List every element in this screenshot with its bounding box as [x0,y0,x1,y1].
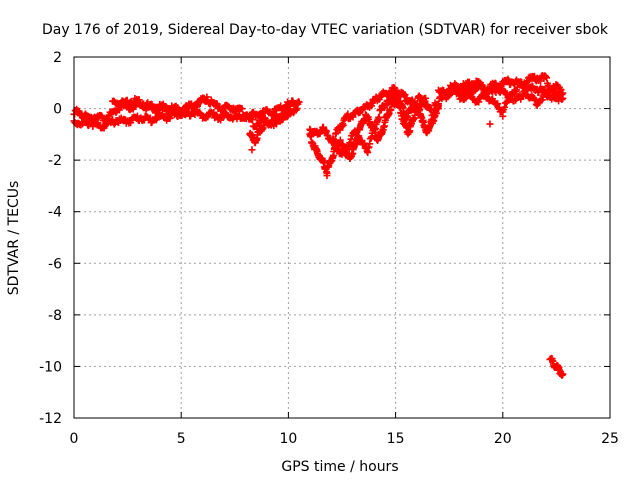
x-tick-label: 15 [387,431,405,447]
y-tick-label: -4 [48,205,62,221]
data-point [116,102,124,110]
x-tick-label: 0 [70,431,79,447]
data-point [295,98,303,106]
data-point [458,85,466,93]
plot-frame [73,56,611,419]
data-point [270,109,278,117]
x-tick-label: 5 [177,431,186,447]
chart-title: Day 176 of 2019, Sidereal Day-to-day VTE… [42,22,609,38]
data-point [475,98,483,106]
data-point [219,107,227,115]
x-tick-label: 10 [279,431,297,447]
data-point [499,112,507,120]
data-point [203,93,211,101]
data-point [559,370,567,378]
data-point [555,97,563,105]
data-point [213,100,221,108]
x-tick-label: 25 [601,431,619,447]
y-tick-label: -10 [39,359,62,375]
data-point [248,146,256,154]
data-point [135,96,143,104]
data-point [543,74,551,82]
data-point [375,114,383,122]
data-point [503,98,511,106]
data-point [323,172,331,180]
y-tick-label: -8 [48,308,62,324]
x-axis-label: GPS time / hours [281,459,398,475]
y-tick-label: 2 [53,50,62,66]
data-point [193,103,201,111]
data-points [70,71,567,379]
y-tick-label: -2 [48,153,62,169]
data-point [258,112,266,120]
data-point [434,100,442,108]
data-point [486,120,494,128]
data-point [210,108,218,116]
data-point [558,91,566,99]
data-point [521,88,529,96]
data-point [542,72,550,80]
data-point [104,112,112,120]
data-point [501,103,509,111]
data-point [531,95,539,103]
data-point [538,96,546,104]
y-tick-label: -12 [39,411,62,427]
data-point [284,110,292,118]
data-point [494,100,502,108]
tick-labels: 0 5 10 15 20 25 -12 -10 -8 -6 -4 -2 0 2 [39,50,619,447]
data-point [97,112,105,120]
x-tick-label: 20 [494,431,512,447]
data-point [217,116,225,124]
data-point [422,94,430,102]
data-point [387,106,395,114]
y-tick-label: -6 [48,256,62,272]
data-point [238,105,246,113]
data-point [502,99,510,107]
data-point [401,91,409,99]
data-point [553,93,561,101]
y-tick-label: 0 [53,102,62,118]
data-point [519,83,527,91]
data-point [559,89,567,97]
y-axis-label: SDTVAR / TECUs [6,181,22,296]
